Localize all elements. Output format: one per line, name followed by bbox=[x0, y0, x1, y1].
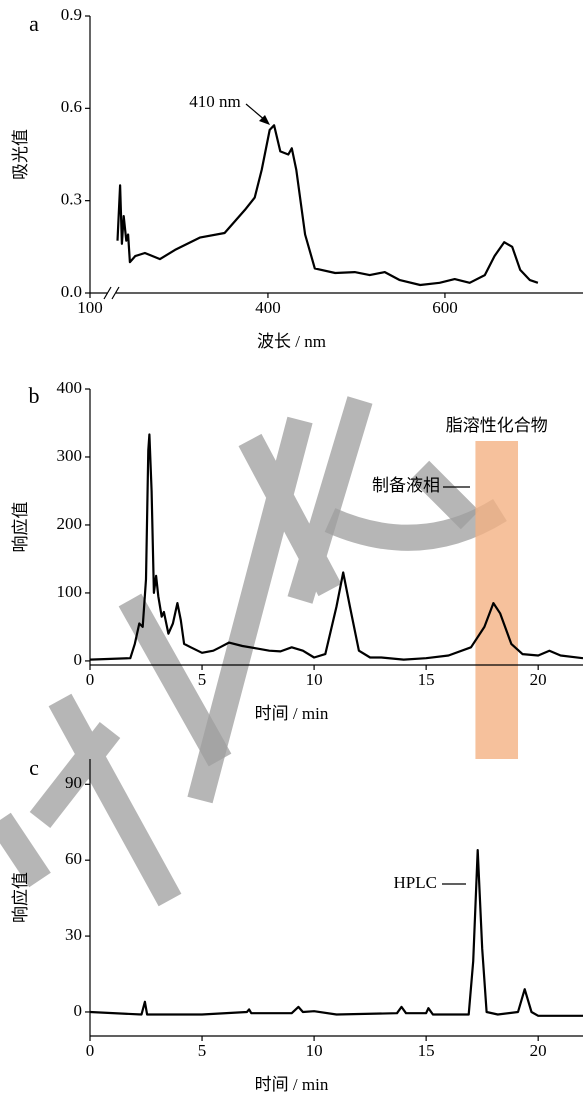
watermark-stroke bbox=[324, 498, 507, 551]
x-tick-label: 0 bbox=[86, 1041, 95, 1060]
y-tick-label: 0 bbox=[74, 1001, 83, 1020]
y-axis-label: 响应值 bbox=[11, 502, 30, 553]
data-line bbox=[89, 849, 583, 1017]
y-tick-label: 0.9 bbox=[61, 5, 82, 24]
y-tick-label: 200 bbox=[57, 514, 83, 533]
panel-letter: a bbox=[29, 11, 39, 36]
x-tick-label: 100 bbox=[77, 298, 103, 317]
data-line bbox=[89, 433, 583, 661]
x-tick-label: 15 bbox=[418, 1041, 435, 1060]
y-axis-label: 吸光值 bbox=[11, 129, 30, 180]
highlight-label: 脂溶性化合物 bbox=[446, 416, 548, 435]
y-tick-label: 0 bbox=[74, 650, 83, 669]
x-tick-label: 20 bbox=[530, 670, 547, 689]
x-axis-label: 波长 / nm bbox=[257, 332, 326, 351]
y-tick-label: 90 bbox=[65, 773, 82, 792]
y-axis-label: 响应值 bbox=[11, 872, 30, 923]
annotation: 制备液相 bbox=[372, 476, 440, 495]
annotation-arrowhead bbox=[259, 115, 270, 125]
panel-letter: c bbox=[29, 755, 39, 780]
x-axis-label: 时间 / min bbox=[255, 704, 329, 723]
panel-letter: b bbox=[29, 383, 40, 408]
y-tick-label: 30 bbox=[65, 925, 82, 944]
x-tick-label: 20 bbox=[530, 1041, 547, 1060]
x-tick-label: 600 bbox=[432, 298, 458, 317]
y-tick-label: 0.3 bbox=[61, 190, 82, 209]
y-tick-label: 400 bbox=[57, 378, 83, 397]
x-tick-label: 10 bbox=[306, 670, 323, 689]
x-tick-label: 0 bbox=[86, 670, 95, 689]
x-tick-label: 5 bbox=[198, 1041, 207, 1060]
x-tick-label: 10 bbox=[306, 1041, 323, 1060]
y-tick-label: 100 bbox=[57, 582, 83, 601]
x-tick-label: 5 bbox=[198, 670, 207, 689]
data-line bbox=[116, 124, 539, 287]
x-axis-label: 时间 / min bbox=[255, 1075, 329, 1094]
y-tick-label: 0.0 bbox=[61, 282, 82, 301]
x-tick-label: 15 bbox=[418, 670, 435, 689]
annotation: HPLC bbox=[394, 873, 437, 892]
axis-break bbox=[103, 286, 120, 300]
annotation: 410 nm bbox=[189, 92, 240, 111]
y-tick-label: 300 bbox=[57, 446, 83, 465]
watermark-stroke bbox=[0, 593, 232, 907]
y-tick-label: 0.6 bbox=[61, 97, 82, 116]
x-tick-label: 400 bbox=[255, 298, 281, 317]
highlight-band bbox=[475, 441, 519, 759]
y-tick-label: 60 bbox=[65, 849, 82, 868]
watermark-stroke bbox=[187, 396, 480, 804]
